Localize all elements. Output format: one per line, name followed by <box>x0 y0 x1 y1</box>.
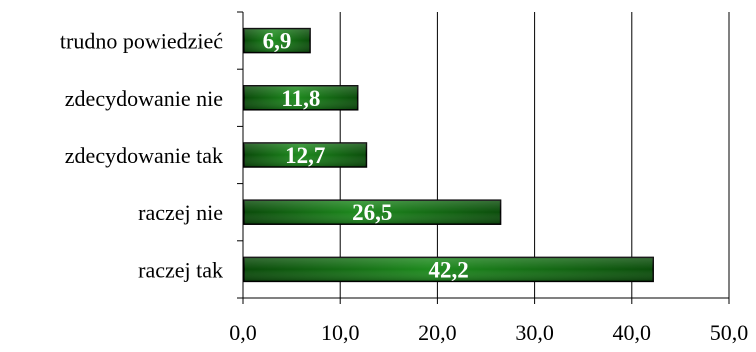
x-tick-label: 20,0 <box>418 320 457 345</box>
bar-shade <box>244 85 358 110</box>
data-label: 12,7 <box>285 143 325 168</box>
category-label: raczej nie <box>138 200 223 225</box>
x-tick-label: 50,0 <box>710 320 749 345</box>
data-labels: 6,9 11,8 12,7 26,5 42,2 <box>263 29 469 283</box>
x-tick-label: 40,0 <box>613 320 652 345</box>
data-label: 26,5 <box>352 200 392 225</box>
x-tick-label: 0,0 <box>229 320 257 345</box>
category-labels: trudno powiedzieć zdecydowanie nie zdecydo… <box>60 29 223 283</box>
bar-shade <box>244 200 501 225</box>
bar-shade <box>244 257 654 282</box>
x-tick-labels: 0,0 10,0 20,0 30,0 40,0 50,0 <box>229 320 748 345</box>
bar-shade <box>244 143 367 167</box>
category-label: zdecydowanie nie <box>65 86 223 111</box>
category-label: trudno powiedzieć <box>60 29 223 54</box>
gridlines <box>339 12 730 298</box>
bars <box>243 27 654 283</box>
data-label: 42,2 <box>428 257 468 282</box>
data-label: 11,8 <box>281 86 320 111</box>
category-label: raczej tak <box>138 257 223 282</box>
category-label: zdecydowanie tak <box>65 143 223 168</box>
bar-shade <box>244 28 311 53</box>
axes <box>237 11 730 304</box>
data-label: 6,9 <box>263 29 292 54</box>
x-tick-label: 30,0 <box>515 320 554 345</box>
x-tick-label: 10,0 <box>321 320 360 345</box>
